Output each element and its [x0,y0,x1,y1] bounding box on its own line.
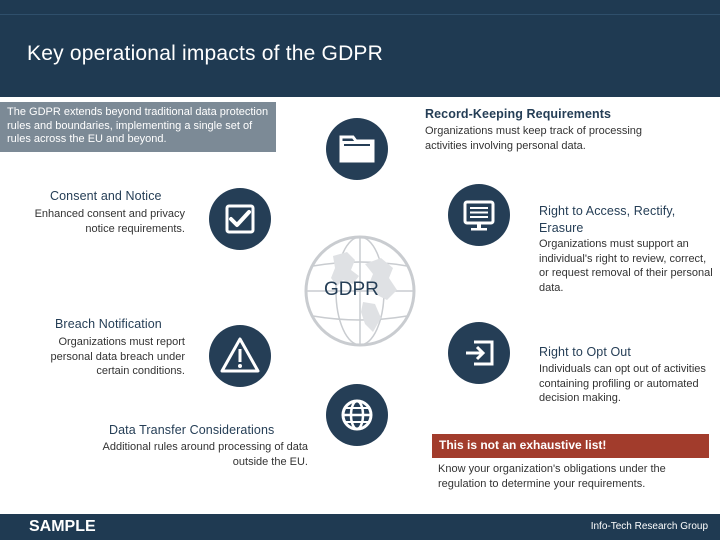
header-bar [0,0,720,97]
gdpr-globe-icon [304,235,416,347]
footer-bar [0,514,720,540]
opt-out-body: Individuals can opt out of activities co… [539,363,706,404]
consent-body: Enhanced consent and privacy notice requ… [34,208,185,235]
transfer-heading: Data Transfer Considerations [109,423,275,437]
folder-icon [326,118,388,180]
opt-out-heading: Right to Opt Out [539,345,631,359]
transfer-body: Additional rules around processing of da… [102,441,308,468]
exhaustive-note-text: Know your organization's obligations und… [438,463,666,490]
page-title: Key operational impacts of the GDPR [27,42,384,65]
checkbox-icon [209,188,271,250]
exhaustive-note-banner: This is not an exhaustive list! [432,434,709,458]
access-heading: Right to Access, Rectify, Erasure [539,204,676,235]
monitor-icon [448,184,510,246]
intro-box: The GDPR extends beyond traditional data… [0,102,276,152]
warning-icon [209,325,271,387]
breach-heading: Breach Notification [55,317,162,331]
exit-icon [448,322,510,384]
center-label: GDPR [324,279,379,300]
record-keeping-heading: Record-Keeping Requirements [425,107,612,121]
header-accent-line [0,14,720,15]
globe-icon [326,384,388,446]
brand-label: Info-Tech Research Group [590,521,708,532]
sample-label: SAMPLE [29,518,96,535]
consent-heading: Consent and Notice [50,189,162,203]
breach-body: Organizations must report personal data … [50,336,185,377]
record-keeping-body: Organizations must keep track of process… [425,125,643,152]
access-body: Organizations must support an individual… [539,238,713,294]
